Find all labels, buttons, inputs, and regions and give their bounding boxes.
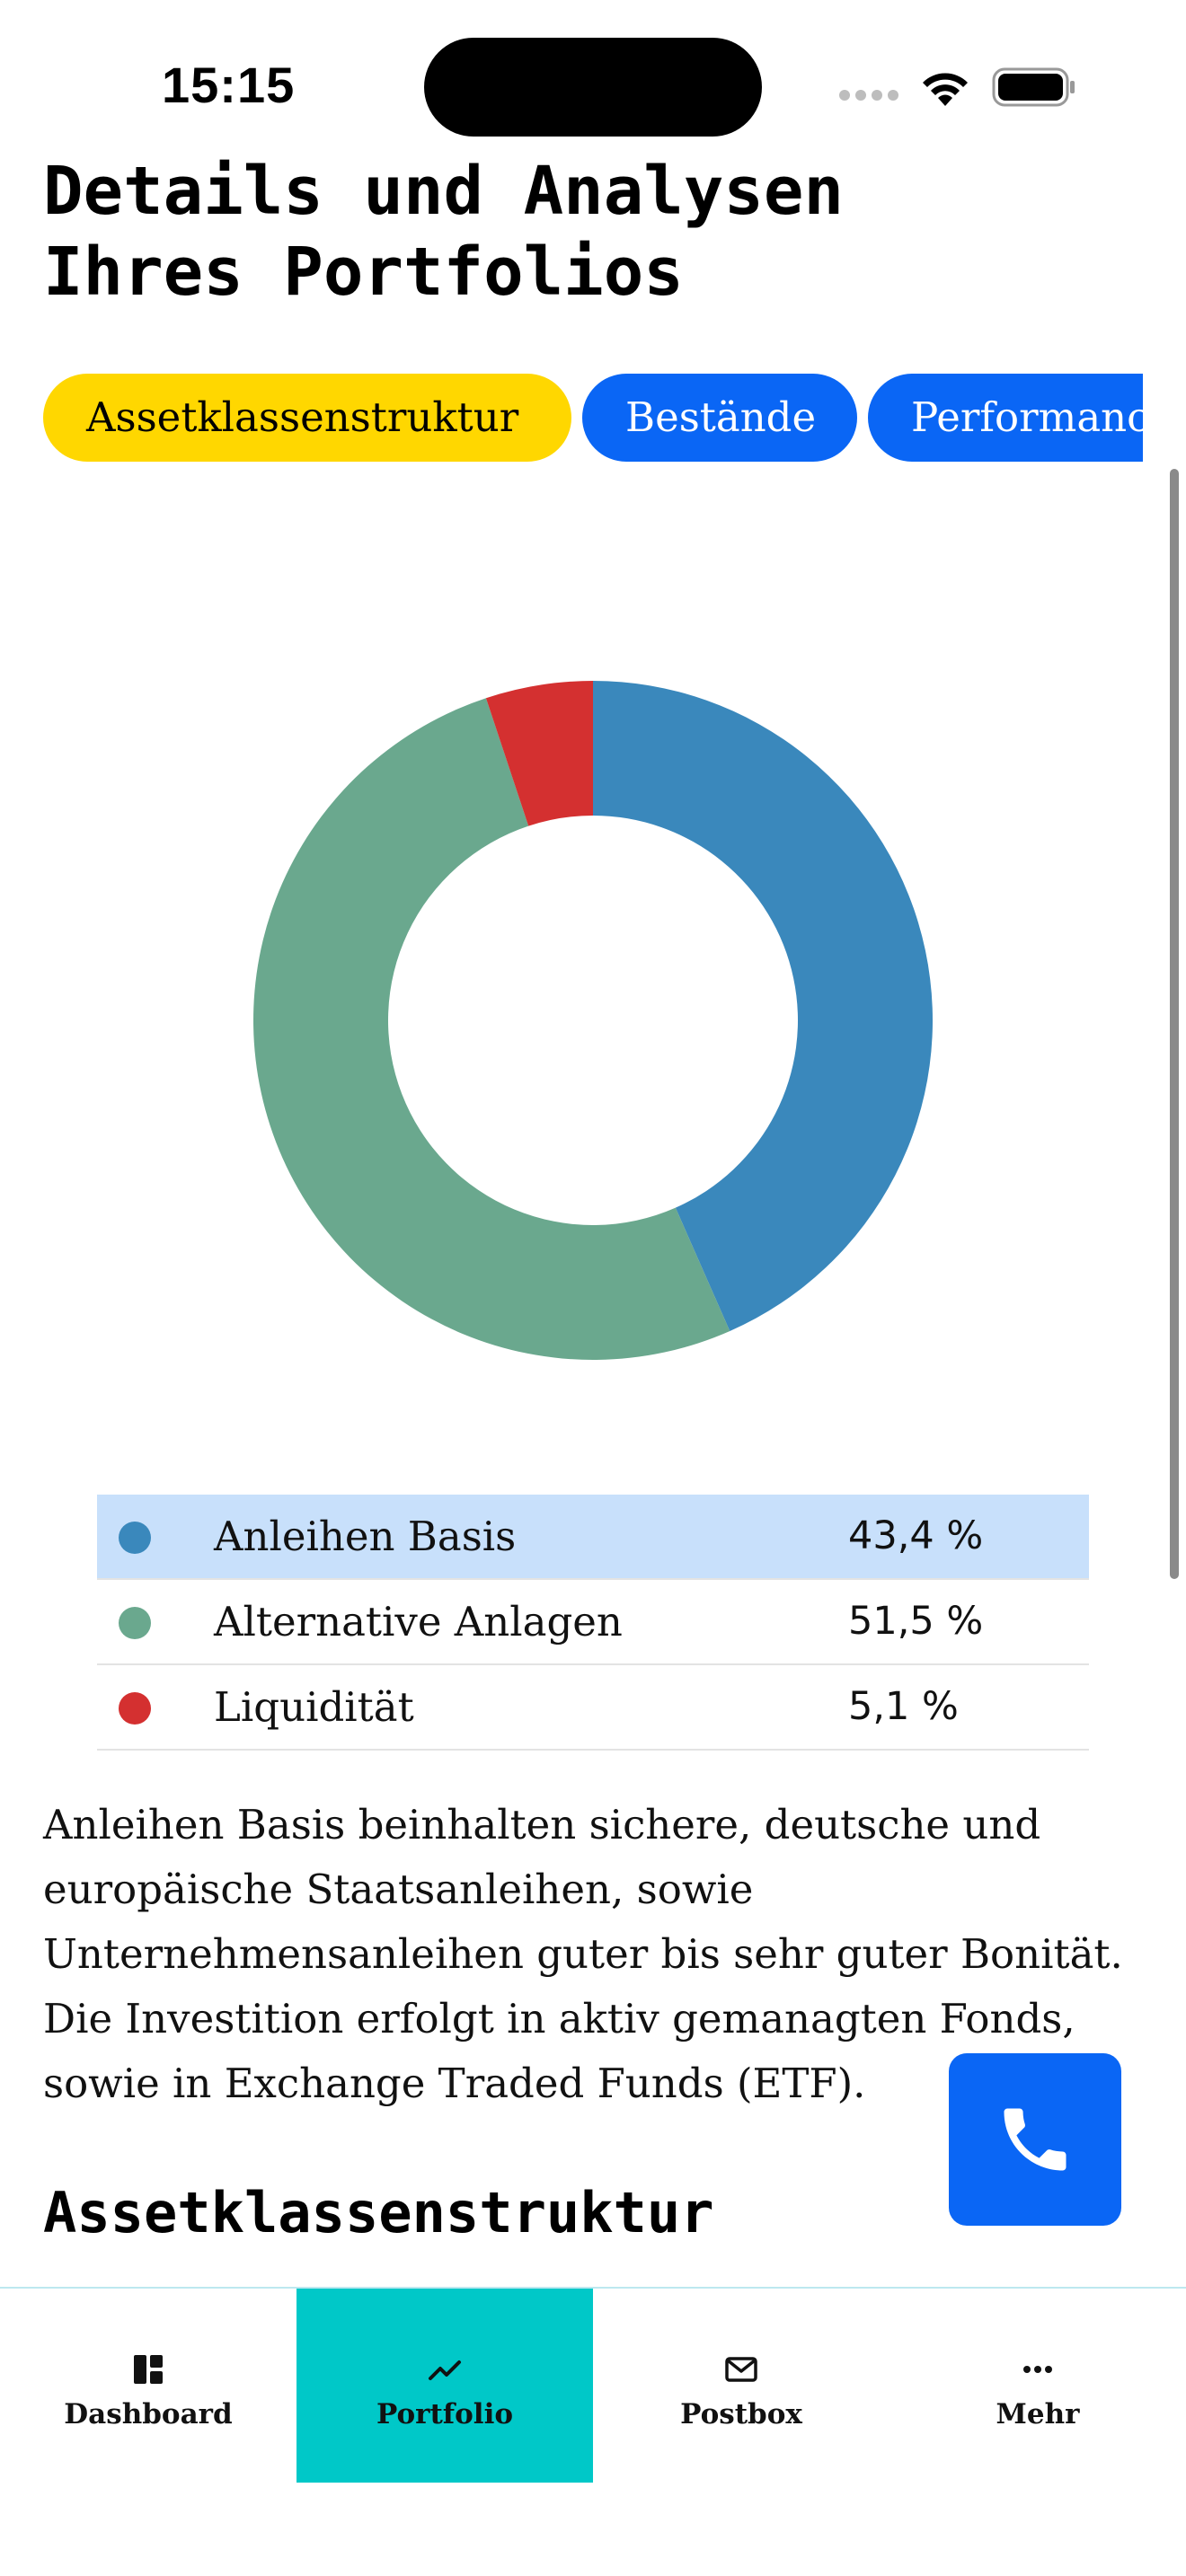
bottom-navigation: Dashboard Portfolio Postbox Mehr [0, 2287, 1186, 2576]
wifi-icon [923, 73, 968, 106]
nav-portfolio[interactable]: Portfolio [296, 2289, 593, 2483]
tab-performance[interactable]: Performance [868, 374, 1143, 462]
more-icon [1023, 2366, 1052, 2373]
cellular-signal-icon [839, 90, 902, 102]
asset-class-description: Anleihen Basis beinhalten sichere, deuts… [43, 1793, 1157, 2116]
nav-label: Portfolio [376, 2398, 514, 2430]
tab-assetklassenstruktur[interactable]: Assetklassenstruktur [43, 374, 571, 462]
page-title: Details und Analysen Ihres Portfolios [43, 153, 845, 311]
status-time: 15:15 [162, 57, 296, 113]
legend-label: Alternative Anlagen [214, 1598, 623, 1645]
donut-slice-liquidität[interactable] [485, 681, 593, 826]
description-line: sowie in Exchange Traded Funds (ETF). [43, 2060, 866, 2107]
legend-value: 51,5 % [848, 1599, 984, 1644]
scrollbar[interactable] [1170, 469, 1179, 1579]
nav-postbox[interactable]: Postbox [593, 2289, 890, 2483]
legend-value: 43,4 % [848, 1513, 984, 1558]
dynamic-island [424, 38, 762, 137]
nav-label: Postbox [680, 2398, 802, 2430]
trending-up-icon [429, 2360, 461, 2380]
nav-dashboard[interactable]: Dashboard [0, 2289, 296, 2483]
description-line: Anleihen Basis beinhalten sichere, deuts… [43, 1801, 1041, 1848]
legend-row-anleihen-basis[interactable]: Anleihen Basis 43,4 % [97, 1495, 1089, 1580]
legend-dot-liquiditaet [119, 1692, 151, 1725]
dashboard-icon [134, 2355, 163, 2384]
phone-icon [1004, 2108, 1067, 2171]
mail-icon [725, 2357, 757, 2382]
legend-dot-alternative-anlagen [119, 1607, 151, 1639]
tab-bar: Assetklassenstruktur Bestände Performanc… [43, 374, 1143, 462]
legend-value: 5,1 % [848, 1684, 959, 1729]
description-line: Unternehmensanleihen guter bis sehr gute… [43, 1930, 1123, 1978]
legend-label: Anleihen Basis [214, 1513, 517, 1560]
section-heading: Assetklassenstruktur [43, 2180, 714, 2245]
description-line: Die Investition erfolgt in aktiv gemanag… [43, 1995, 1075, 2042]
legend-row-alternative-anlagen[interactable]: Alternative Anlagen 51,5 % [97, 1580, 1089, 1665]
legend-dot-anleihen-basis [119, 1522, 151, 1554]
nav-label: Dashboard [64, 2398, 233, 2430]
battery-icon [992, 67, 1075, 107]
donut-slice-anleihen-basis[interactable] [593, 681, 933, 1331]
chart-legend: Anleihen Basis 43,4 % Alternative Anlage… [97, 1495, 1089, 1751]
donut-slice-alternative-anlagen[interactable] [252, 698, 730, 1360]
legend-label: Liquidität [214, 1683, 414, 1731]
nav-label: Mehr [996, 2398, 1080, 2430]
description-line: europäische Staatsanleihen, sowie [43, 1866, 754, 1913]
status-bar: 15:15 [0, 0, 1186, 153]
nav-mehr[interactable]: Mehr [890, 2289, 1186, 2483]
legend-row-liquiditaet[interactable]: Liquidität 5,1 % [97, 1665, 1089, 1751]
tab-bestaende[interactable]: Bestände [582, 374, 857, 462]
call-button[interactable] [949, 2053, 1121, 2226]
asset-allocation-donut-chart [252, 681, 933, 1360]
